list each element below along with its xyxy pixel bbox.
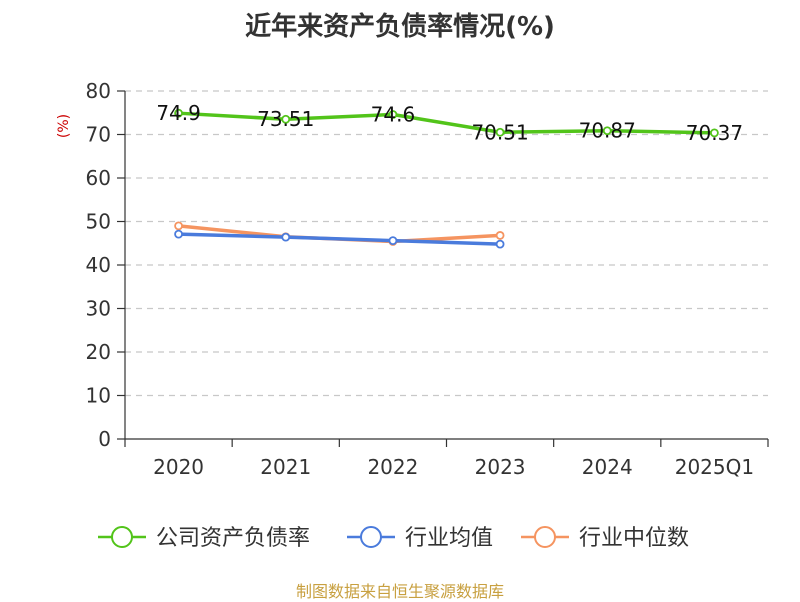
- data-label: 70.51: [471, 120, 528, 144]
- chart-title: 近年来资产负债率情况(%): [245, 12, 555, 42]
- y-tick-label: 40: [86, 253, 111, 277]
- data-point: [602, 126, 612, 136]
- legend-label: 行业均值: [405, 526, 493, 551]
- y-tick-label: 70: [86, 123, 111, 147]
- y-tick-label: 20: [86, 340, 111, 364]
- source-footer: 制图数据来自恒生聚源数据库: [295, 582, 504, 601]
- data-label: 70.87: [579, 119, 636, 143]
- data-point: [174, 108, 183, 118]
- y-tick-label: 80: [86, 79, 111, 103]
- data-label: 73.51: [257, 107, 314, 131]
- data-label: 74.6: [371, 102, 416, 126]
- data-point: [495, 239, 505, 249]
- data-label: 70.37: [686, 121, 743, 145]
- series-line: [178, 111, 715, 135]
- data-point: [174, 229, 183, 239]
- y-tick-label: 0: [98, 427, 111, 451]
- x-tick-label: 2024: [582, 455, 633, 479]
- legend-marker: [534, 526, 556, 548]
- data-point: [281, 232, 291, 242]
- legend-marker: [111, 526, 133, 548]
- data-point: [388, 110, 398, 119]
- x-tick-label: 2022: [367, 455, 418, 479]
- legend-label: 公司资产负债率: [156, 526, 310, 551]
- data-label: 74.9: [156, 101, 201, 125]
- y-axis-label: (%): [56, 114, 72, 138]
- y-tick-label: 30: [86, 297, 111, 321]
- legend-marker: [360, 526, 382, 548]
- y-tick-label: 50: [86, 210, 111, 234]
- data-point: [174, 221, 183, 231]
- data-point: [495, 127, 505, 137]
- x-tick-label: 2021: [260, 455, 311, 479]
- data-point: [710, 128, 719, 138]
- series-line: [178, 232, 501, 246]
- legend-label: 行业中位数: [579, 526, 689, 551]
- data-point: [495, 231, 505, 240]
- data-point: [281, 114, 291, 124]
- data-point: [388, 236, 398, 246]
- x-tick-label: 2023: [475, 455, 526, 479]
- x-tick-label: 2025Q1: [675, 455, 754, 479]
- y-tick-label: 60: [86, 166, 111, 190]
- x-tick-label: 2020: [153, 455, 204, 479]
- y-tick-label: 10: [86, 384, 111, 408]
